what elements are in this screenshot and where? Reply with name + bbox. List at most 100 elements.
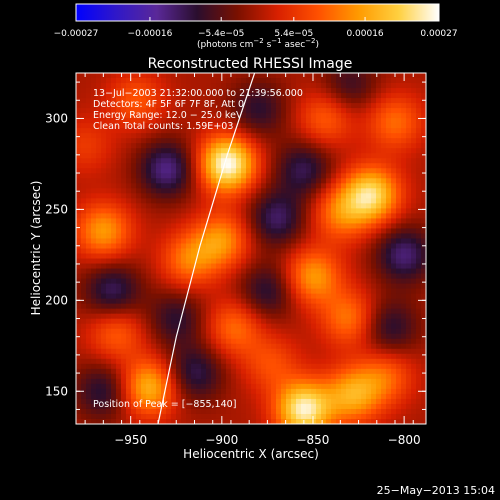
- image-pixel: [406, 288, 412, 295]
- image-pixel: [131, 383, 137, 390]
- image-pixel: [191, 103, 197, 109]
- image-pixel: [231, 118, 237, 124]
- image-pixel: [391, 263, 397, 270]
- image-pixel: [306, 238, 312, 245]
- image-pixel: [276, 248, 282, 255]
- image-pixel: [401, 83, 407, 89]
- image-pixel: [296, 163, 302, 169]
- image-pixel: [291, 258, 297, 265]
- image-pixel: [101, 403, 107, 410]
- image-pixel: [256, 228, 262, 235]
- image-pixel: [326, 153, 332, 159]
- image-pixel: [216, 418, 222, 424]
- image-pixel: [406, 388, 412, 395]
- image-pixel: [96, 258, 102, 265]
- image-pixel: [211, 93, 217, 99]
- image-pixel: [351, 323, 357, 330]
- image-pixel: [386, 303, 392, 310]
- image-pixel: [261, 168, 267, 174]
- image-pixel: [391, 98, 397, 104]
- image-pixel: [276, 123, 282, 129]
- image-pixel: [311, 193, 317, 199]
- image-pixel: [131, 133, 137, 139]
- image-pixel: [346, 273, 352, 280]
- image-pixel: [111, 268, 117, 275]
- image-pixel: [151, 213, 157, 220]
- image-pixel: [406, 78, 412, 84]
- image-pixel: [326, 338, 332, 345]
- image-pixel: [321, 158, 327, 164]
- image-pixel: [316, 78, 322, 84]
- image-pixel: [311, 188, 317, 194]
- image-pixel: [306, 98, 312, 104]
- image-pixel: [346, 413, 352, 420]
- image-pixel: [231, 358, 237, 365]
- image-pixel: [391, 223, 397, 230]
- image-pixel: [361, 368, 367, 375]
- image-pixel: [176, 98, 182, 104]
- image-pixel: [386, 373, 392, 380]
- image-pixel: [396, 163, 402, 169]
- image-pixel: [361, 318, 367, 325]
- image-pixel: [296, 393, 302, 400]
- image-pixel: [216, 158, 222, 164]
- image-pixel: [391, 78, 397, 84]
- image-pixel: [116, 203, 122, 209]
- image-pixel: [96, 238, 102, 245]
- image-pixel: [421, 288, 426, 295]
- image-pixel: [106, 418, 112, 424]
- image-pixel: [166, 253, 172, 260]
- image-pixel: [151, 238, 157, 245]
- image-pixel: [131, 278, 137, 285]
- image-pixel: [211, 233, 217, 240]
- image-pixel: [181, 358, 187, 365]
- image-pixel: [341, 198, 347, 204]
- image-pixel: [201, 198, 207, 204]
- image-pixel: [136, 303, 142, 310]
- image-pixel: [296, 213, 302, 220]
- image-pixel: [81, 308, 87, 315]
- image-pixel: [206, 228, 212, 235]
- image-pixel: [146, 98, 152, 104]
- image-pixel: [271, 298, 277, 305]
- image-pixel: [306, 253, 312, 260]
- image-pixel: [256, 358, 262, 365]
- image-pixel: [231, 263, 237, 270]
- image-pixel: [356, 388, 362, 395]
- image-pixel: [176, 238, 182, 245]
- image-pixel: [176, 78, 182, 84]
- image-pixel: [166, 168, 172, 174]
- image-pixel: [126, 228, 132, 235]
- image-pixel: [166, 143, 172, 149]
- image-pixel: [266, 113, 272, 119]
- image-pixel: [316, 333, 322, 340]
- image-pixel: [276, 388, 282, 395]
- image-pixel: [281, 78, 287, 84]
- image-pixel: [211, 123, 217, 129]
- image-pixel: [321, 118, 327, 124]
- image-pixel: [336, 233, 342, 240]
- image-pixel: [296, 263, 302, 270]
- image-pixel: [186, 348, 192, 355]
- image-pixel: [331, 408, 337, 415]
- image-pixel: [106, 333, 112, 340]
- image-pixel: [121, 233, 127, 240]
- image-pixel: [146, 93, 152, 99]
- image-pixel: [176, 268, 182, 275]
- image-pixel: [411, 98, 417, 104]
- image-pixel: [326, 388, 332, 395]
- image-pixel: [351, 278, 357, 285]
- image-pixel: [121, 163, 127, 169]
- image-pixel: [141, 378, 147, 385]
- image-pixel: [161, 233, 167, 240]
- image-pixel: [286, 283, 292, 290]
- image-pixel: [231, 233, 237, 240]
- image-pixel: [236, 163, 242, 169]
- image-pixel: [176, 233, 182, 240]
- image-pixel: [411, 353, 417, 360]
- image-pixel: [396, 398, 402, 405]
- image-pixel: [286, 208, 292, 214]
- image-pixel: [226, 103, 232, 109]
- image-pixel: [416, 88, 422, 94]
- image-pixel: [326, 73, 332, 79]
